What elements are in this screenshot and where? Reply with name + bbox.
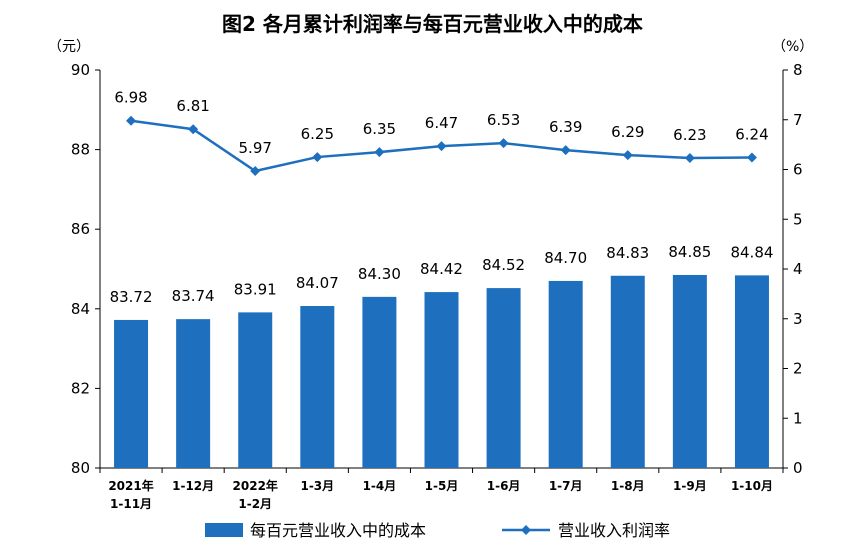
x-tick-label: 1-2月: [238, 497, 272, 511]
right-tick-label: 2: [793, 360, 803, 378]
bar-data-label: 84.85: [668, 243, 711, 261]
line-point: [312, 152, 323, 163]
line-data-label: 6.47: [425, 114, 458, 132]
line-data-label: 6.25: [301, 125, 334, 143]
x-tick-label: 1-5月: [425, 479, 459, 493]
line-point: [188, 124, 199, 135]
line-data-label: 6.29: [611, 123, 644, 141]
right-tick-label: 0: [793, 459, 803, 477]
right-tick-label: 4: [793, 260, 803, 278]
line-point: [374, 147, 385, 158]
bar: [734, 275, 769, 468]
legend-line-label: 营业收入利润率: [558, 521, 670, 540]
legend-bar-swatch: [205, 523, 243, 537]
x-tick-label: 1-3月: [300, 479, 334, 493]
bar-data-label: 83.72: [110, 288, 153, 306]
right-tick-label: 1: [793, 409, 803, 427]
right-tick-label: 8: [793, 61, 803, 79]
x-tick-label: 1-8月: [611, 479, 645, 493]
line-data-label: 6.98: [114, 89, 147, 107]
bar-data-label: 83.74: [172, 287, 215, 305]
right-tick-label: 7: [793, 111, 803, 129]
bar: [548, 280, 583, 468]
x-tick-label: 2021年: [108, 478, 153, 493]
bar-data-label: 84.42: [420, 260, 463, 278]
x-tick-label: 1-9月: [673, 479, 707, 493]
chart-title: 图2 各月累计利润率与每百元营业收入中的成本: [222, 12, 643, 36]
left-tick-label: 86: [71, 220, 90, 238]
x-tick-label: 2022年: [233, 478, 278, 493]
x-tick-label: 1-4月: [363, 479, 397, 493]
x-tick-label: 1-12月: [172, 479, 214, 493]
left-tick-label: 84: [71, 300, 90, 318]
x-tick-label: 1-10月: [731, 479, 773, 493]
bar: [486, 288, 521, 468]
legend-bar-label: 每百元营业收入中的成本: [250, 521, 426, 540]
bar-data-label: 83.91: [234, 280, 277, 298]
line-data-label: 6.39: [549, 118, 582, 136]
bar-data-label: 84.52: [482, 256, 525, 274]
bar: [610, 275, 645, 468]
line-data-label: 6.35: [363, 120, 396, 138]
line-data-label: 5.97: [239, 139, 272, 157]
right-tick-label: 5: [793, 210, 803, 228]
line-point: [126, 115, 137, 126]
line-point: [684, 153, 695, 164]
line-point: [250, 165, 261, 176]
left-tick-label: 82: [71, 379, 90, 397]
bar: [424, 292, 459, 468]
bar: [300, 306, 335, 468]
line-point: [746, 152, 757, 163]
x-tick-label: 1-6月: [487, 479, 521, 493]
left-axis-unit: （元）: [48, 39, 90, 55]
right-axis-unit: （%）: [772, 39, 814, 55]
right-tick-label: 3: [793, 310, 803, 328]
line-point: [622, 150, 633, 161]
bar-data-label: 84.30: [358, 265, 401, 283]
line-data-label: 6.81: [176, 97, 209, 115]
bar: [114, 319, 149, 468]
x-tick-label: 1-7月: [549, 479, 583, 493]
line-data-label: 6.23: [673, 126, 706, 144]
line-point: [436, 141, 447, 152]
bar-data-label: 84.70: [544, 249, 587, 267]
right-tick-label: 6: [793, 161, 803, 179]
bar-data-label: 84.83: [606, 244, 649, 262]
left-tick-label: 80: [71, 459, 90, 477]
x-tick-label: 1-11月: [110, 497, 152, 511]
bar: [672, 274, 707, 468]
left-tick-label: 88: [71, 141, 90, 159]
line-data-label: 6.24: [735, 126, 768, 144]
bar: [362, 296, 397, 468]
line-point: [560, 145, 571, 156]
line-point: [498, 138, 509, 149]
left-tick-label: 90: [71, 61, 90, 79]
bar-data-label: 84.07: [296, 274, 339, 292]
bar-data-label: 84.84: [730, 243, 773, 261]
bar: [176, 319, 211, 468]
legend-line-marker: [521, 525, 531, 535]
bar: [238, 312, 273, 468]
line-data-label: 6.53: [487, 111, 520, 129]
